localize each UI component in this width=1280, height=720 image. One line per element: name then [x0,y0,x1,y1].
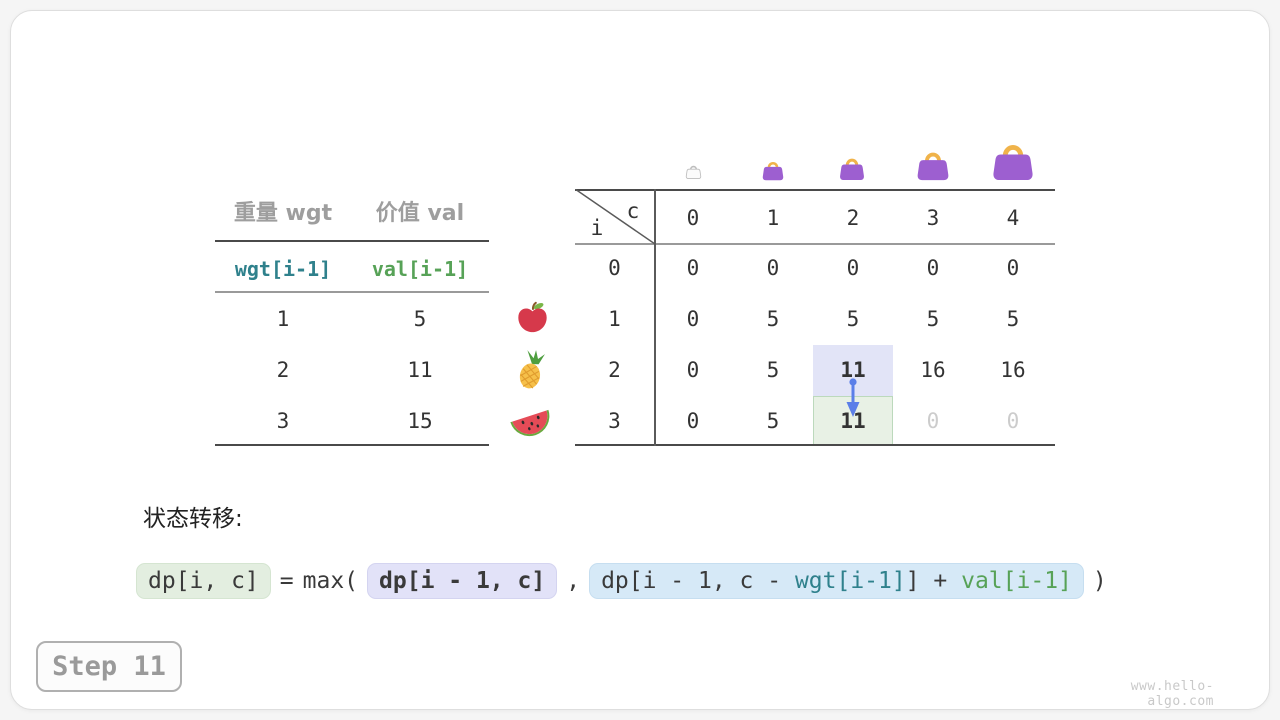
formula-arg2-prefix: dp[i - 1, c - [601,568,795,594]
dp-row-header: 2 [608,358,621,382]
bag-icon-2 [838,154,866,181]
dp-cell: 5 [766,358,780,382]
dp-col-header: 4 [1006,206,1020,230]
watermelon-icon [508,400,552,438]
dp-cell: 5 [846,307,860,331]
dp-cell: 5 [926,307,940,331]
dp-table-top-rule [575,189,1055,191]
items-cell: 1 [276,307,290,331]
items-table-mid-rule [215,291,489,293]
dp-table-header-rule [575,243,1055,245]
items-cell: 2 [276,358,290,382]
transition-label: 状态转移: [143,506,243,532]
dp-table-bottom-rule [575,444,1055,446]
dp-row-header: 0 [608,256,621,280]
dp-row-header: 3 [608,409,621,433]
items-cell: 15 [407,409,433,433]
formula-arg2-chip: dp[i - 1, c - wgt[i-1]] + val[i-1] [589,563,1084,599]
items-header-weight: 重量 wgt [233,201,333,226]
watermark: www.hello-algo.com [1130,679,1214,709]
dp-cell: 16 [920,358,946,382]
dp-cell: 0 [686,358,700,382]
formula-max-open: max( [302,568,359,594]
bag-icon-1 [761,158,785,181]
dp-cell-pending: 0 [1006,409,1020,433]
dp-cell-source: 11 [840,358,866,382]
dp-cell: 0 [926,256,940,280]
dp-cell: 16 [1000,358,1026,382]
dp-col-header: 3 [926,206,940,230]
dp-cell: 0 [846,256,860,280]
dp-cell: 0 [686,307,700,331]
dp-col-header: 0 [686,206,700,230]
dp-cell: 0 [686,409,700,433]
dp-cell: 0 [766,256,780,280]
dp-table-vertical-rule [654,189,656,446]
dp-row-header: 1 [608,307,621,331]
bag-icon-4 [990,138,1036,181]
formula-lhs-chip: dp[i, c] [136,563,271,599]
empty-bag-icon [685,163,702,179]
items-var-wgt: wgt[i-1] [234,257,332,281]
dp-cell-pending: 0 [926,409,940,433]
formula-arg1-chip: dp[i - 1, c] [367,563,558,599]
dp-cell: 0 [1006,256,1020,280]
apple-icon [515,300,550,334]
items-cell: 3 [276,409,290,433]
dp-col-header: 1 [766,206,780,230]
items-var-val: val[i-1] [371,257,469,281]
formula-arg2-wgt: wgt[i-1] [794,568,906,594]
formula-close-paren: ) [1092,568,1107,594]
dp-cell: 5 [766,409,780,433]
step-badge: Step 11 [36,641,182,692]
dp-corner-col-var: c [626,199,640,223]
formula-arg2-mid: ] + [905,568,962,594]
formula-comma: , [566,568,581,594]
pineapple-icon [511,348,551,391]
items-cell: 5 [413,307,427,331]
items-table-bottom-rule [215,444,489,446]
formula-arg2-val: val[i-1] [961,568,1072,594]
items-header-value: 价值 val [375,201,465,226]
formula-equals: = [279,568,294,594]
dp-cell: 5 [1006,307,1020,331]
dp-col-header: 2 [846,206,860,230]
bag-icon-3 [915,147,951,181]
dp-cell: 0 [686,256,700,280]
transition-formula: dp[i, c] = max( dp[i - 1, c] , dp[i - 1,… [136,560,1107,602]
items-cell: 11 [407,358,433,382]
dp-cell: 5 [766,307,780,331]
transition-arrow-icon [846,378,860,417]
dp-corner-row-var: i [590,216,604,240]
items-table-top-rule [215,240,489,242]
dp-corner-diagonal [575,189,655,245]
